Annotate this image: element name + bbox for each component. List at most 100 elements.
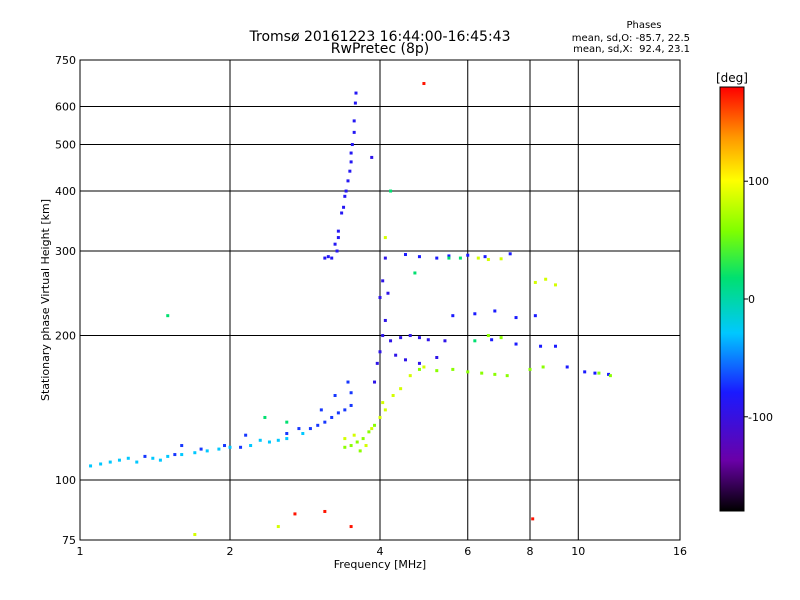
data-point [508,252,512,256]
data-point [473,339,477,343]
data-point [389,189,393,193]
data-point [417,361,421,365]
data-point [108,460,112,464]
stats-o-line: mean, sd,O: -85.7, 22.5 [572,33,690,44]
data-point [391,394,395,398]
data-point [166,314,170,318]
data-point [205,449,209,453]
data-point [373,423,377,427]
data-point [330,415,334,419]
data-point [544,277,548,281]
data-point [553,283,557,287]
data-point [417,255,421,259]
data-point [583,370,587,374]
data-point [352,119,356,123]
x-tick-labels: 1 2 4 6 8 10 16 [77,545,688,558]
data-point [381,334,385,338]
data-point [417,367,421,371]
data-point [399,387,403,391]
colorbar-tick-label: -100 [748,411,773,424]
data-point [258,438,262,442]
data-point [349,160,353,164]
data-point [244,433,248,437]
data-point [422,82,426,86]
data-point [389,339,393,343]
x-tick-label: 1 [77,545,84,558]
data-point [373,380,377,384]
data-point [553,344,557,348]
data-point [333,242,337,246]
data-point [346,179,350,183]
data-point [608,374,612,378]
data-point [367,430,371,434]
data-point [476,256,480,260]
data-point [316,423,320,427]
stats-heading: Phases [626,20,661,31]
data-point [99,462,103,466]
data-point [361,437,365,441]
data-point [343,408,347,412]
data-point [381,279,385,283]
data-point [486,334,490,338]
data-point [473,312,477,316]
data-point [422,365,426,369]
data-point [285,432,289,436]
chart-subtitle: RwPretec (8p) [331,41,429,57]
colorbar [719,86,745,512]
data-point [541,365,545,369]
data-point [326,255,330,259]
data-point [343,445,347,449]
y-axis-label: Stationary phase Virtual Height [km] [39,199,52,401]
x-axis-label: Frequency [MHz] [334,558,426,571]
data-point [193,451,197,455]
data-point [443,339,447,343]
data-point [336,411,340,415]
data-point [490,338,494,342]
data-point [531,517,535,521]
data-point [336,236,340,240]
data-point [466,370,470,374]
data-point [293,512,297,516]
data-point [344,189,348,193]
data-point [267,440,271,444]
data-point [333,394,337,398]
data-point [403,358,407,362]
data-point [349,391,353,395]
data-point [340,211,344,215]
data-point [349,151,353,155]
data-point [375,361,379,365]
data-point [276,438,280,442]
chart-title: Tromsø 20161223 16:44:00-16:45:43 [249,29,511,45]
data-point [607,372,611,376]
y-tick-label: 300 [55,245,76,258]
data-point [354,91,358,95]
data-point [249,444,253,448]
data-point [126,456,130,460]
stats-x-line: mean, sd,X: 92.4, 23.1 [573,44,690,55]
data-point [408,374,412,378]
data-point [180,444,184,448]
plot-frame [79,59,681,541]
data-point [565,365,569,369]
data-point [336,229,340,233]
data-point [383,408,387,412]
data-point [343,194,347,198]
data-point [358,449,362,453]
data-point [493,372,497,376]
y-tick-label: 400 [55,185,76,198]
data-point [499,257,503,261]
data-point [403,253,407,257]
data-point [193,533,197,537]
data-point [117,458,121,462]
data-point [343,437,347,441]
data-point [539,344,543,348]
data-point [364,444,368,448]
y-tick-labels: 75 100 200 300 400 500 600 750 [55,54,76,547]
data-point [378,296,382,300]
data-point [217,447,221,451]
data-point [383,256,387,260]
data-point [285,420,289,424]
data-point [499,336,503,340]
data-point [330,256,334,260]
